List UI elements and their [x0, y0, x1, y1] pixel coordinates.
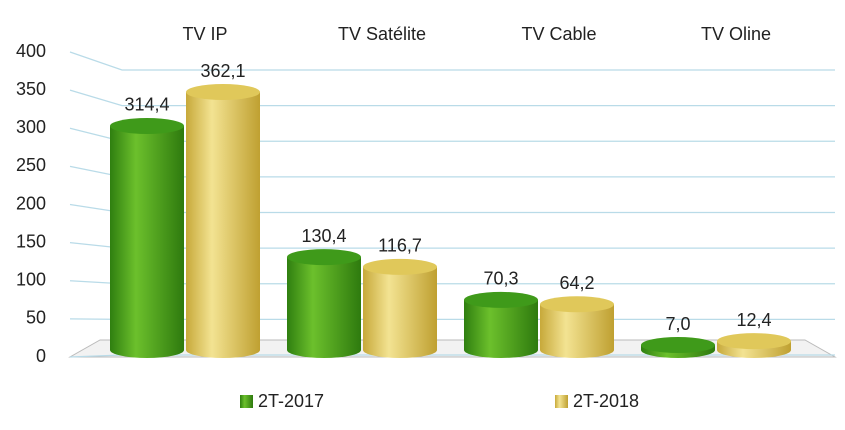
legend-label: 2T-2017 [258, 391, 324, 411]
y-tick-label: 400 [16, 41, 46, 61]
category-label: TV Cable [521, 24, 596, 44]
bar-part [363, 342, 437, 358]
bar-part [363, 266, 437, 350]
grid-line [69, 318, 835, 320]
bar [540, 296, 614, 358]
value-label: 116,7 [378, 236, 422, 256]
grid-line [69, 280, 835, 285]
value-label: 130,4 [301, 226, 346, 246]
y-tick-label: 300 [16, 117, 46, 137]
bar-part [540, 296, 614, 313]
value-label: 64,2 [559, 273, 594, 293]
bar [641, 337, 715, 358]
bar-part [287, 257, 361, 350]
bar-part [110, 342, 184, 358]
y-tick-label: 50 [26, 308, 46, 328]
value-label: 362,1 [200, 61, 245, 81]
y-tick-label: 250 [16, 155, 46, 175]
value-label: 314,4 [124, 95, 169, 115]
bar [287, 249, 361, 358]
y-tick-label: 100 [16, 270, 46, 290]
bar-part [363, 258, 437, 275]
y-tick-label: 200 [16, 193, 46, 213]
grid-line [69, 51, 835, 71]
bar [110, 117, 184, 358]
bar [717, 333, 791, 358]
bar-part [110, 117, 184, 134]
grid-line [69, 89, 835, 107]
value-label: 70,3 [483, 269, 518, 289]
grid-line [69, 165, 835, 178]
bar [464, 291, 538, 358]
bar-part [186, 92, 260, 350]
grid-line [69, 203, 835, 214]
y-tick-label: 150 [16, 231, 46, 251]
value-label: 12,4 [736, 310, 771, 330]
bar-part [464, 299, 538, 350]
bar-part [110, 125, 184, 351]
category-label: TV Oline [701, 24, 771, 44]
bar-part [186, 342, 260, 358]
bar-part [464, 291, 538, 308]
bar-part [464, 342, 538, 358]
y-tick-label: 350 [16, 79, 46, 99]
bar-part [641, 337, 715, 354]
bar [186, 84, 260, 358]
bar-part [287, 249, 361, 266]
category-label: TV IP [182, 24, 227, 44]
legend-label: 2T-2018 [573, 391, 639, 411]
value-label: 7,0 [665, 314, 690, 334]
bar-part [287, 342, 361, 358]
legend-swatch [555, 395, 568, 408]
bar-part [186, 84, 260, 101]
grid-line [69, 127, 835, 142]
bar-part [717, 333, 791, 350]
legend-swatch [240, 395, 253, 408]
category-label: TV Satélite [338, 24, 426, 44]
bar [363, 258, 437, 358]
grid-line [69, 242, 835, 249]
y-tick-label: 0 [36, 346, 46, 366]
bar-part [540, 342, 614, 358]
